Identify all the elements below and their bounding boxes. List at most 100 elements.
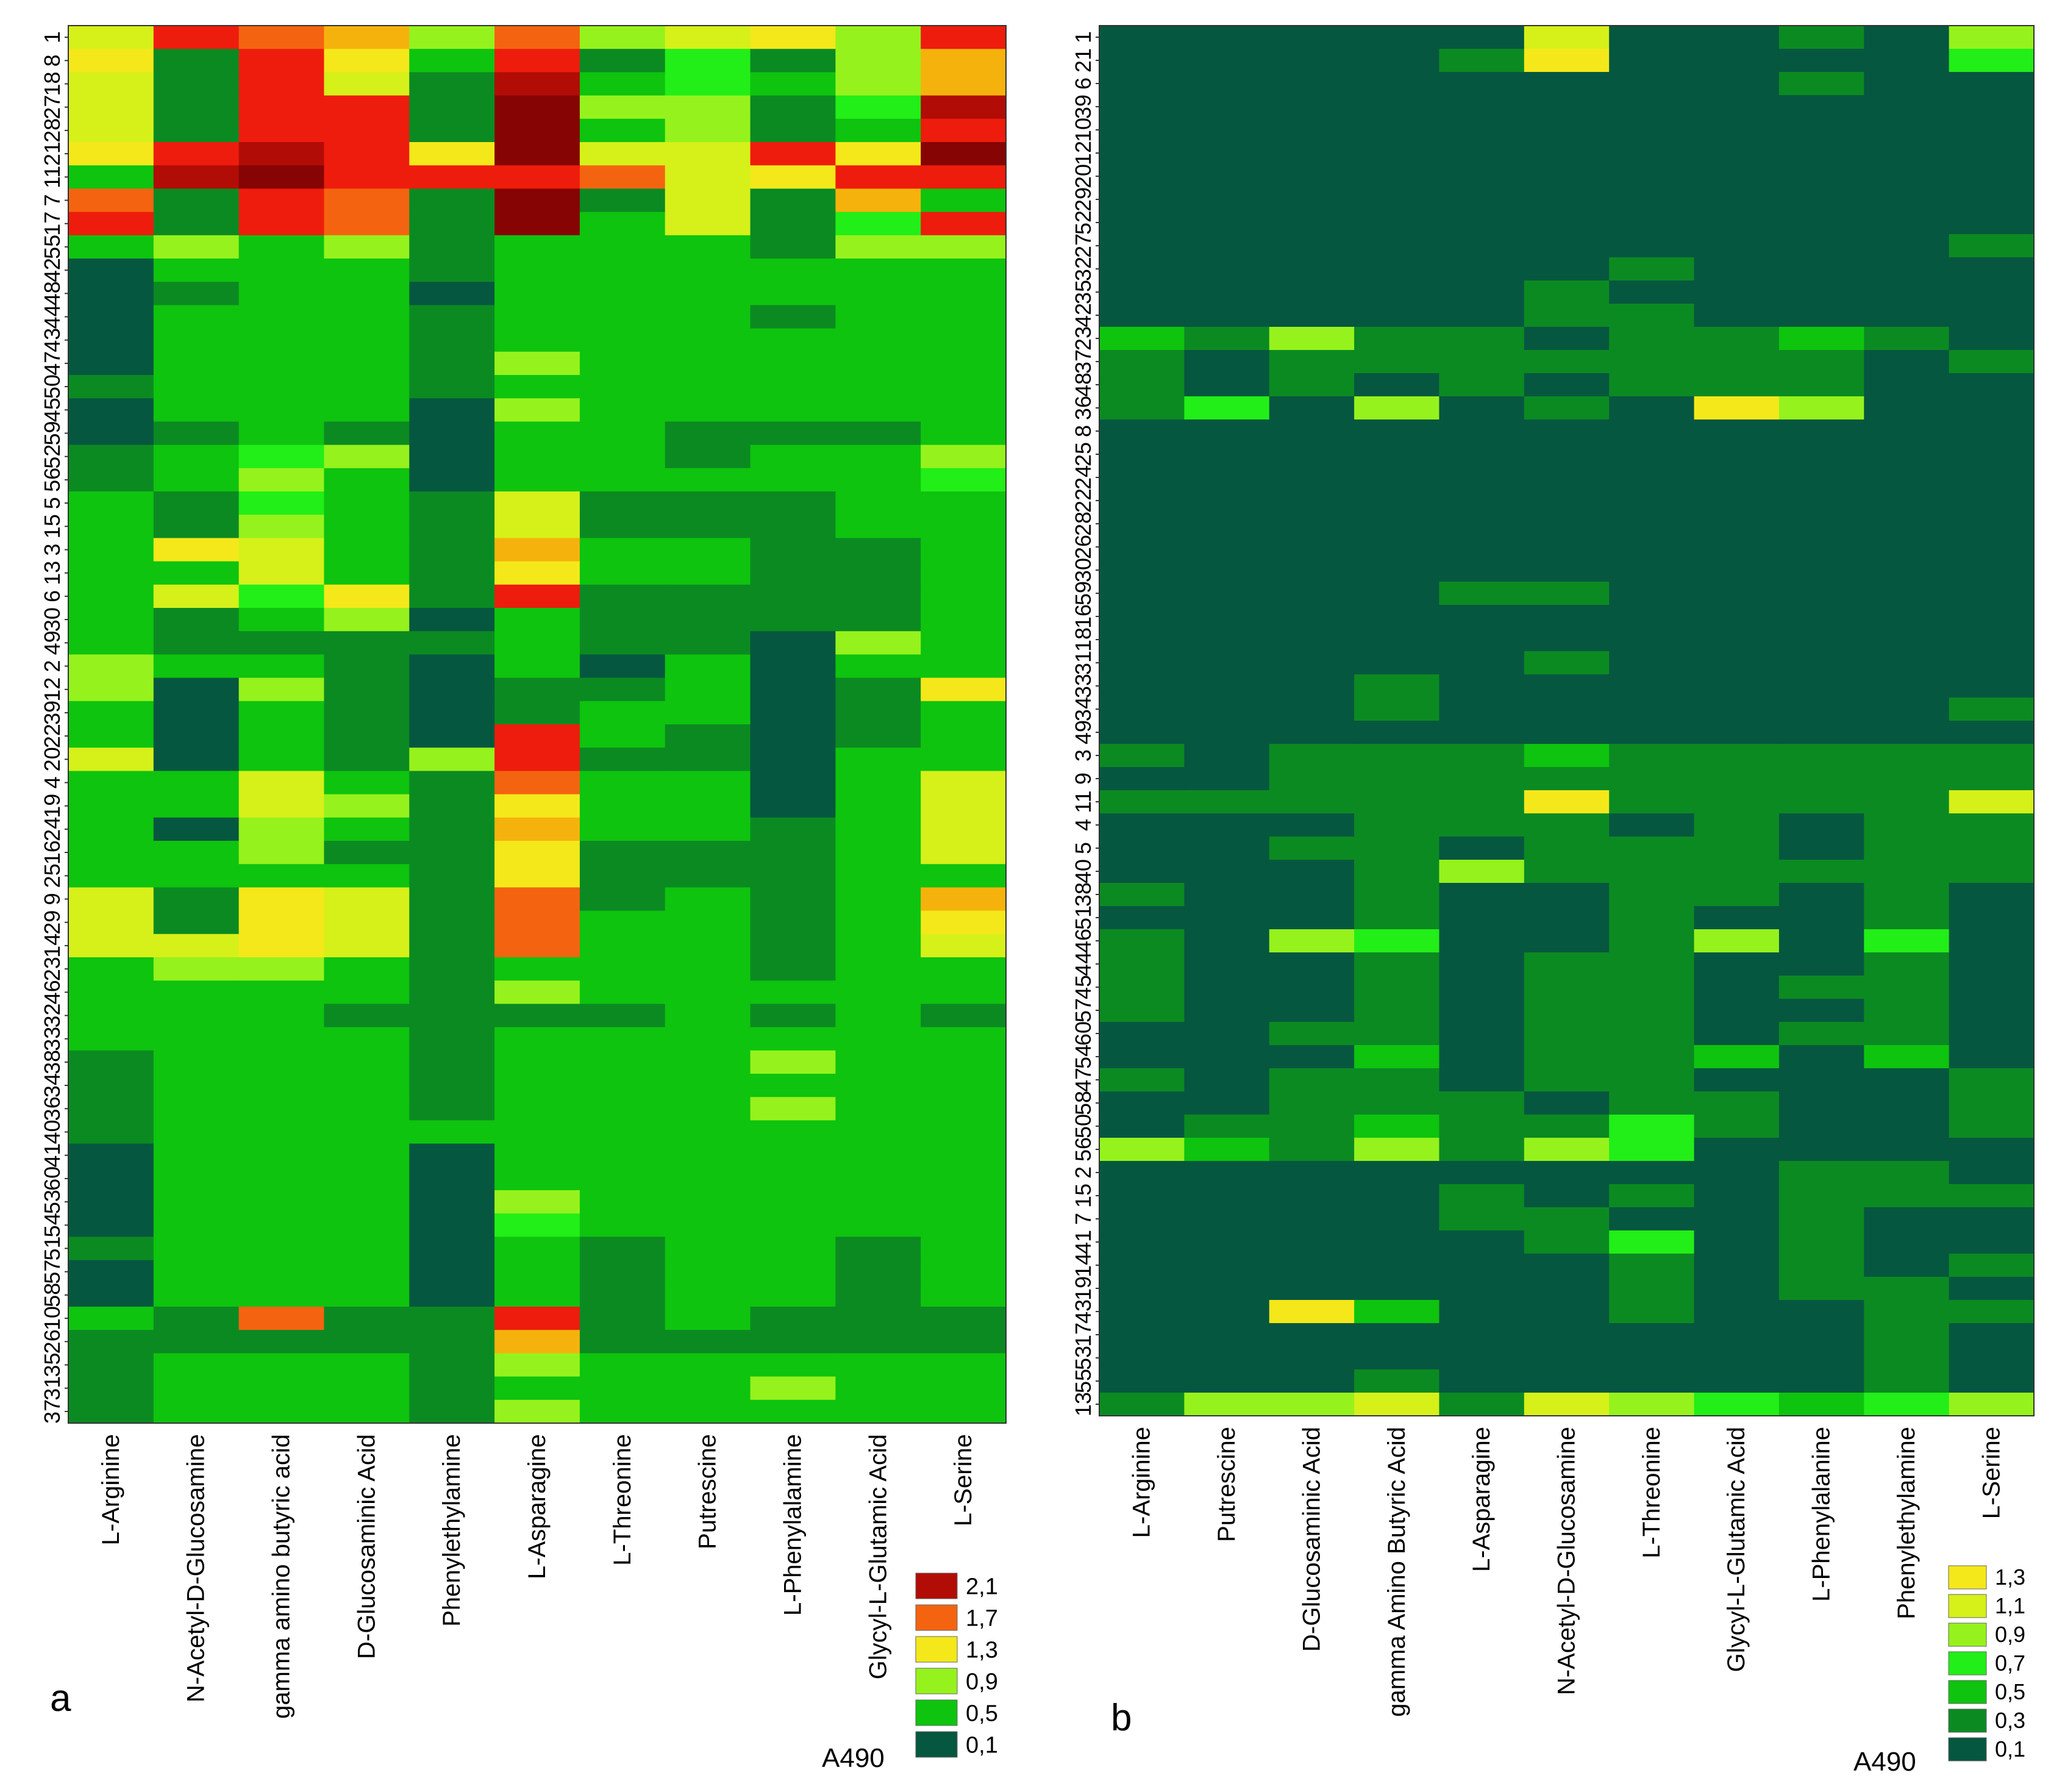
heatmap-cell <box>1694 906 1780 930</box>
heatmap-cell <box>409 771 495 795</box>
heatmap-cell <box>324 1260 410 1284</box>
heatmap-cell <box>68 794 154 818</box>
heatmap-cell <box>1354 721 1440 744</box>
heatmap-cell <box>1949 1184 2035 1208</box>
heatmap-cell <box>1524 1091 1610 1115</box>
heatmap-cell <box>238 235 325 259</box>
heatmap-cell <box>1269 651 1355 675</box>
heatmap-cell <box>1524 1115 1610 1138</box>
heatmap-cell <box>1949 906 2035 930</box>
heatmap-cell <box>68 1050 154 1074</box>
heatmap-cell <box>1099 906 1185 930</box>
heatmap-cell <box>1609 373 1695 397</box>
heatmap-cell <box>750 1027 836 1051</box>
heatmap-cell <box>665 584 751 609</box>
heatmap-cell <box>1694 211 1780 235</box>
heatmap-cell <box>68 748 154 771</box>
heatmap-cell <box>1439 698 1525 721</box>
y-tick-label: 8 <box>1071 425 1096 437</box>
heatmap-cell <box>68 259 154 282</box>
heatmap-cell <box>1269 257 1355 281</box>
heatmap-cell <box>835 1120 921 1144</box>
y-tick-label: 1 <box>40 31 65 43</box>
heatmap-cell <box>1778 1161 1864 1185</box>
heatmap-cell <box>1524 165 1610 188</box>
heatmap-cell <box>1694 1091 1780 1115</box>
heatmap-cell <box>494 864 580 888</box>
heatmap-panel-b: 1216391012202952273235422337483682524222… <box>1071 25 2035 1777</box>
y-tick-label: 44 <box>40 304 65 329</box>
heatmap-cell <box>579 421 666 446</box>
heatmap-cell <box>153 328 240 352</box>
y-tick-label: 37 <box>1071 349 1096 374</box>
heatmap-cell <box>921 1260 1007 1284</box>
heatmap-cell <box>1099 535 1185 559</box>
heatmap-cell <box>1864 535 1950 559</box>
heatmap-cell <box>324 817 410 841</box>
heatmap-cell <box>153 1050 240 1074</box>
heatmap-cell <box>835 328 921 352</box>
heatmap-cell <box>409 142 495 166</box>
heatmap-cell <box>1099 165 1185 188</box>
heatmap-cell <box>1354 628 1440 652</box>
heatmap-cell <box>1524 1393 1610 1416</box>
heatmap-cell <box>921 1307 1007 1330</box>
heatmap-cell <box>921 282 1007 305</box>
heatmap-cell <box>324 26 410 49</box>
heatmap-cell <box>324 841 410 865</box>
heatmap-cell <box>409 351 495 376</box>
heatmap-cell <box>494 933 580 958</box>
heatmap-cell <box>1609 883 1695 907</box>
heatmap-cell <box>1949 535 2035 559</box>
heatmap-cell <box>153 841 240 865</box>
heatmap-cell <box>1354 559 1440 582</box>
heatmap-cell <box>68 724 154 748</box>
heatmap-cell <box>1439 72 1525 96</box>
heatmap-cell <box>1864 489 1950 513</box>
heatmap-cell <box>1694 466 1780 490</box>
heatmap-cell <box>1354 999 1440 1023</box>
heatmap-cell <box>1609 790 1695 814</box>
heatmap-cell <box>1269 605 1355 629</box>
heatmap-cell <box>1269 1138 1355 1162</box>
heatmap-cell <box>238 1166 325 1191</box>
heatmap-cell <box>1864 350 1950 374</box>
heatmap-cell <box>494 1027 580 1051</box>
y-tick-label: 13 <box>1071 1392 1096 1416</box>
heatmap-cell <box>921 118 1007 143</box>
heatmap-cell <box>68 188 154 213</box>
heatmap-cell <box>153 1330 240 1354</box>
heatmap-cell <box>1439 1022 1525 1046</box>
heatmap-cell <box>409 1166 495 1191</box>
heatmap-cell <box>68 933 154 958</box>
heatmap-cell <box>1609 1346 1695 1370</box>
heatmap-cell <box>1949 327 2035 351</box>
heatmap-cell <box>409 654 495 679</box>
legend-swatch <box>1948 1708 1987 1733</box>
heatmap-cell <box>1778 466 1864 490</box>
heatmap-cell <box>494 771 580 795</box>
heatmap-cell <box>1269 350 1355 374</box>
heatmap-cell <box>921 1190 1007 1214</box>
heatmap-cell <box>238 188 325 213</box>
heatmap-cell <box>153 1376 240 1401</box>
heatmap-cell <box>494 654 580 679</box>
heatmap-cell <box>494 1376 580 1401</box>
heatmap-cell <box>665 631 751 655</box>
heatmap-cell <box>1354 280 1440 304</box>
heatmap-cell <box>665 1283 751 1307</box>
heatmap-cell <box>68 1376 154 1401</box>
heatmap-cell <box>1269 327 1355 351</box>
heatmap-cell <box>153 142 240 166</box>
heatmap-cell <box>1949 26 2035 49</box>
heatmap-cell <box>238 1143 325 1168</box>
y-tick-label: 42 <box>1071 303 1096 327</box>
heatmap-cell <box>238 677 325 702</box>
heatmap-cell <box>1269 26 1355 49</box>
heatmap-cell <box>238 328 325 352</box>
heatmap-cell <box>324 1190 410 1214</box>
heatmap-cell <box>1184 443 1270 466</box>
heatmap-cell <box>1269 1254 1355 1277</box>
heatmap-cell <box>324 538 410 562</box>
heatmap-cell <box>1184 304 1270 327</box>
